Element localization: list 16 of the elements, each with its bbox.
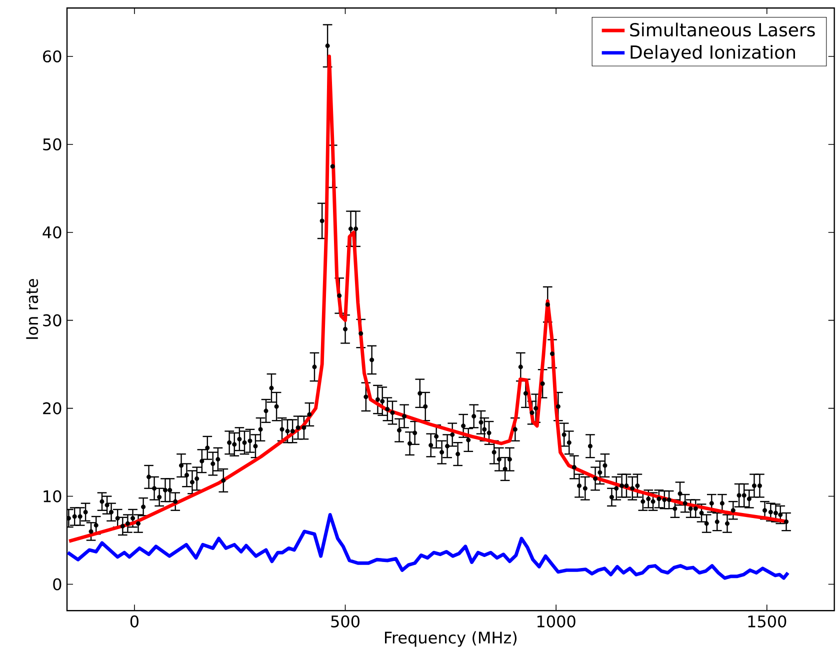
legend-label: Delayed Ionization <box>630 44 796 62</box>
legend-label: Simultaneous Lasers <box>630 22 815 37</box>
y-tick-label: 50 <box>43 138 62 150</box>
y-tick-label: 60 <box>43 50 62 62</box>
x-tick-label: 1500 <box>748 615 786 628</box>
y-tick-label: 40 <box>42 226 62 238</box>
y-tick-label: 20 <box>43 402 62 414</box>
y-tick-label: 30 <box>43 314 62 326</box>
y-axis-title: Ion rate <box>26 279 38 339</box>
line-series <box>67 513 790 580</box>
x-tick-label: 0 <box>130 615 138 628</box>
y-tick-label: 10 <box>44 490 62 502</box>
x-tick-label: 1000 <box>537 615 576 628</box>
x-axis-title: Frequency (MHz) <box>385 631 517 647</box>
y-tick-label: 0 <box>53 578 62 590</box>
x-tick-label: 500 <box>331 615 360 628</box>
